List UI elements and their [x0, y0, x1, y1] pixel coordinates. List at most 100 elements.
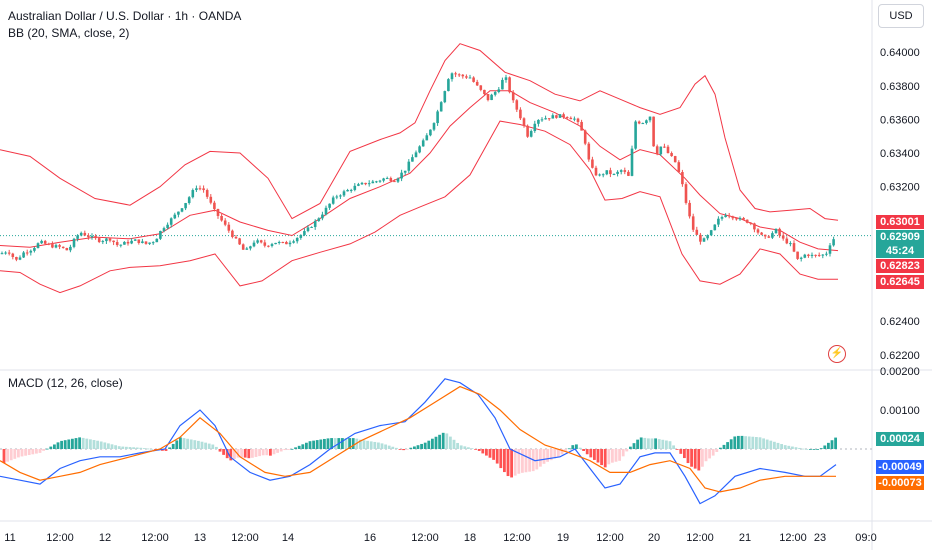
macd-histogram-bar: [315, 440, 319, 449]
macd-histogram-bar: [269, 449, 272, 456]
macd-histogram-bar: [614, 449, 618, 462]
candle: [191, 190, 195, 198]
candle: [501, 79, 504, 90]
macd-histogram-bar: [704, 449, 708, 462]
candle: [115, 242, 119, 246]
lightning-alert-icon[interactable]: ⚡: [828, 345, 846, 363]
candle: [7, 252, 11, 254]
macd-histogram-bar: [585, 449, 589, 455]
candle: [817, 254, 821, 256]
candle: [418, 146, 421, 153]
macd-histogram-bar: [215, 446, 218, 449]
price-axis-label: 0.63400: [880, 148, 920, 160]
candle: [151, 242, 155, 244]
macd-histogram-bar: [49, 446, 53, 449]
candle: [702, 238, 706, 242]
candle: [11, 253, 15, 257]
candle: [155, 238, 159, 243]
macd-histogram-bar: [387, 445, 391, 449]
bb-upper-line: [0, 43, 839, 221]
candle: [65, 248, 69, 251]
macd-histogram-bar: [596, 449, 600, 463]
macd-histogram-bar: [758, 437, 762, 449]
macd-histogram-bar: [467, 447, 470, 449]
candle: [173, 214, 177, 219]
macd-histogram-bar: [186, 438, 189, 449]
macd-histogram-bar: [661, 439, 665, 449]
candle: [148, 242, 151, 244]
macd-histogram-bar: [351, 438, 355, 449]
signal-line: [0, 385, 836, 493]
macd-histogram-bar: [499, 449, 503, 469]
candle: [533, 123, 537, 132]
candle: [706, 235, 709, 239]
candle: [497, 89, 501, 92]
macd-histogram-bar: [301, 444, 305, 449]
macd-histogram-bar: [823, 445, 827, 449]
macd-histogram-bar: [740, 435, 744, 449]
macd-histogram-bar: [524, 449, 528, 473]
macd-histogram-bar: [38, 449, 42, 453]
macd-histogram-bar: [283, 449, 287, 451]
macd-histogram-bar: [272, 449, 276, 455]
macd-histogram-bar: [654, 438, 657, 449]
candle: [299, 234, 303, 238]
candle: [763, 234, 767, 237]
candle: [738, 217, 742, 220]
candle: [33, 248, 36, 251]
candle: [425, 135, 429, 141]
macd-histogram-bar: [377, 442, 380, 449]
macd-histogram-bar: [261, 449, 265, 456]
candle: [717, 218, 720, 225]
currency-button[interactable]: USD: [878, 4, 924, 28]
macd-histogram-bar: [132, 447, 135, 449]
macd-histogram-bar: [305, 442, 308, 449]
candle: [677, 162, 681, 173]
macd-histogram-bar: [96, 440, 99, 449]
macd-histogram-bar: [801, 448, 805, 450]
candle: [177, 211, 180, 215]
macd-histogram-bar: [279, 449, 283, 452]
macd-histogram-bar: [81, 437, 85, 449]
macd-histogram-bar: [621, 449, 625, 457]
macd-histogram-bar: [139, 447, 143, 449]
candle: [90, 236, 94, 238]
macd-histogram-bar: [553, 449, 557, 459]
macd-histogram-bar: [733, 436, 737, 449]
candle: [623, 170, 627, 172]
macd-histogram-bar: [251, 449, 254, 458]
candle: [209, 196, 213, 203]
macd-histogram-bar: [686, 449, 690, 464]
candle: [573, 118, 576, 120]
macd-histogram-bar: [6, 449, 9, 462]
bb-indicator-legend[interactable]: BB (20, SMA, close, 2): [8, 26, 130, 40]
macd-histogram-bar: [330, 438, 333, 449]
macd-histogram-bar: [780, 444, 783, 449]
candle: [281, 241, 285, 243]
macd-histogram-bar: [150, 448, 153, 450]
candle: [198, 188, 202, 190]
macd-histogram-bar: [341, 438, 344, 449]
candle: [832, 239, 835, 246]
time-axis-label: 12:00: [231, 532, 259, 544]
candle: [576, 118, 580, 122]
candle: [789, 243, 792, 245]
macd-line-tag: -0.00049: [876, 460, 924, 474]
macd-histogram-bar: [78, 437, 81, 449]
macd-histogram-bar: [153, 449, 157, 450]
macd-indicator-legend[interactable]: MACD (12, 26, close): [8, 376, 123, 390]
bb-upper-price-tag: 0.63001: [876, 215, 924, 229]
macd-histogram-bar: [103, 442, 107, 449]
macd-histogram-bar: [783, 445, 787, 449]
candle: [274, 242, 277, 245]
price-axis-label: 0.63800: [880, 81, 920, 93]
macd-histogram-bar: [391, 446, 395, 449]
candle: [583, 130, 587, 144]
candle: [749, 222, 753, 224]
macd-histogram-bar: [697, 449, 701, 471]
candle: [799, 257, 803, 259]
macd-histogram-bar: [175, 440, 179, 449]
macd-histogram-bar: [143, 448, 146, 449]
candle: [457, 74, 461, 76]
